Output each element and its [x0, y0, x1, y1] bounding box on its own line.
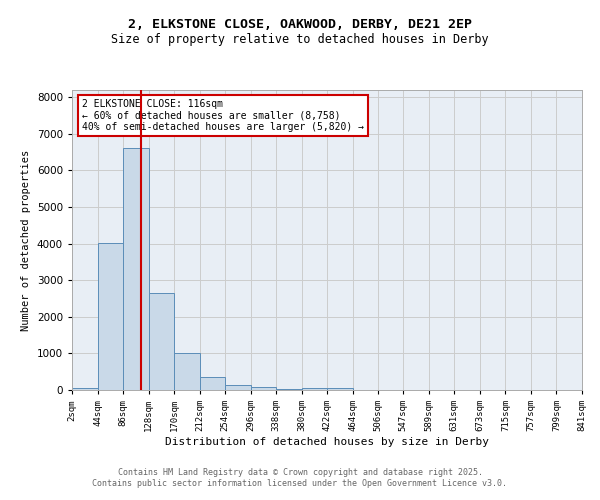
Bar	[251, 388, 276, 390]
Text: 2, ELKSTONE CLOSE, OAKWOOD, DERBY, DE21 2EP: 2, ELKSTONE CLOSE, OAKWOOD, DERBY, DE21 …	[128, 18, 472, 30]
Bar	[276, 388, 302, 390]
Bar	[225, 385, 251, 390]
X-axis label: Distribution of detached houses by size in Derby: Distribution of detached houses by size …	[165, 437, 489, 447]
Bar	[98, 243, 123, 390]
Bar	[200, 377, 225, 390]
Bar	[302, 388, 328, 390]
Bar	[123, 148, 149, 390]
Bar	[149, 293, 174, 390]
Text: 2 ELKSTONE CLOSE: 116sqm
← 60% of detached houses are smaller (8,758)
40% of sem: 2 ELKSTONE CLOSE: 116sqm ← 60% of detach…	[82, 99, 364, 132]
Bar	[328, 388, 353, 390]
Bar	[72, 388, 98, 390]
Text: Contains HM Land Registry data © Crown copyright and database right 2025.
Contai: Contains HM Land Registry data © Crown c…	[92, 468, 508, 487]
Bar	[174, 354, 200, 390]
Y-axis label: Number of detached properties: Number of detached properties	[21, 150, 31, 330]
Text: Size of property relative to detached houses in Derby: Size of property relative to detached ho…	[111, 32, 489, 46]
